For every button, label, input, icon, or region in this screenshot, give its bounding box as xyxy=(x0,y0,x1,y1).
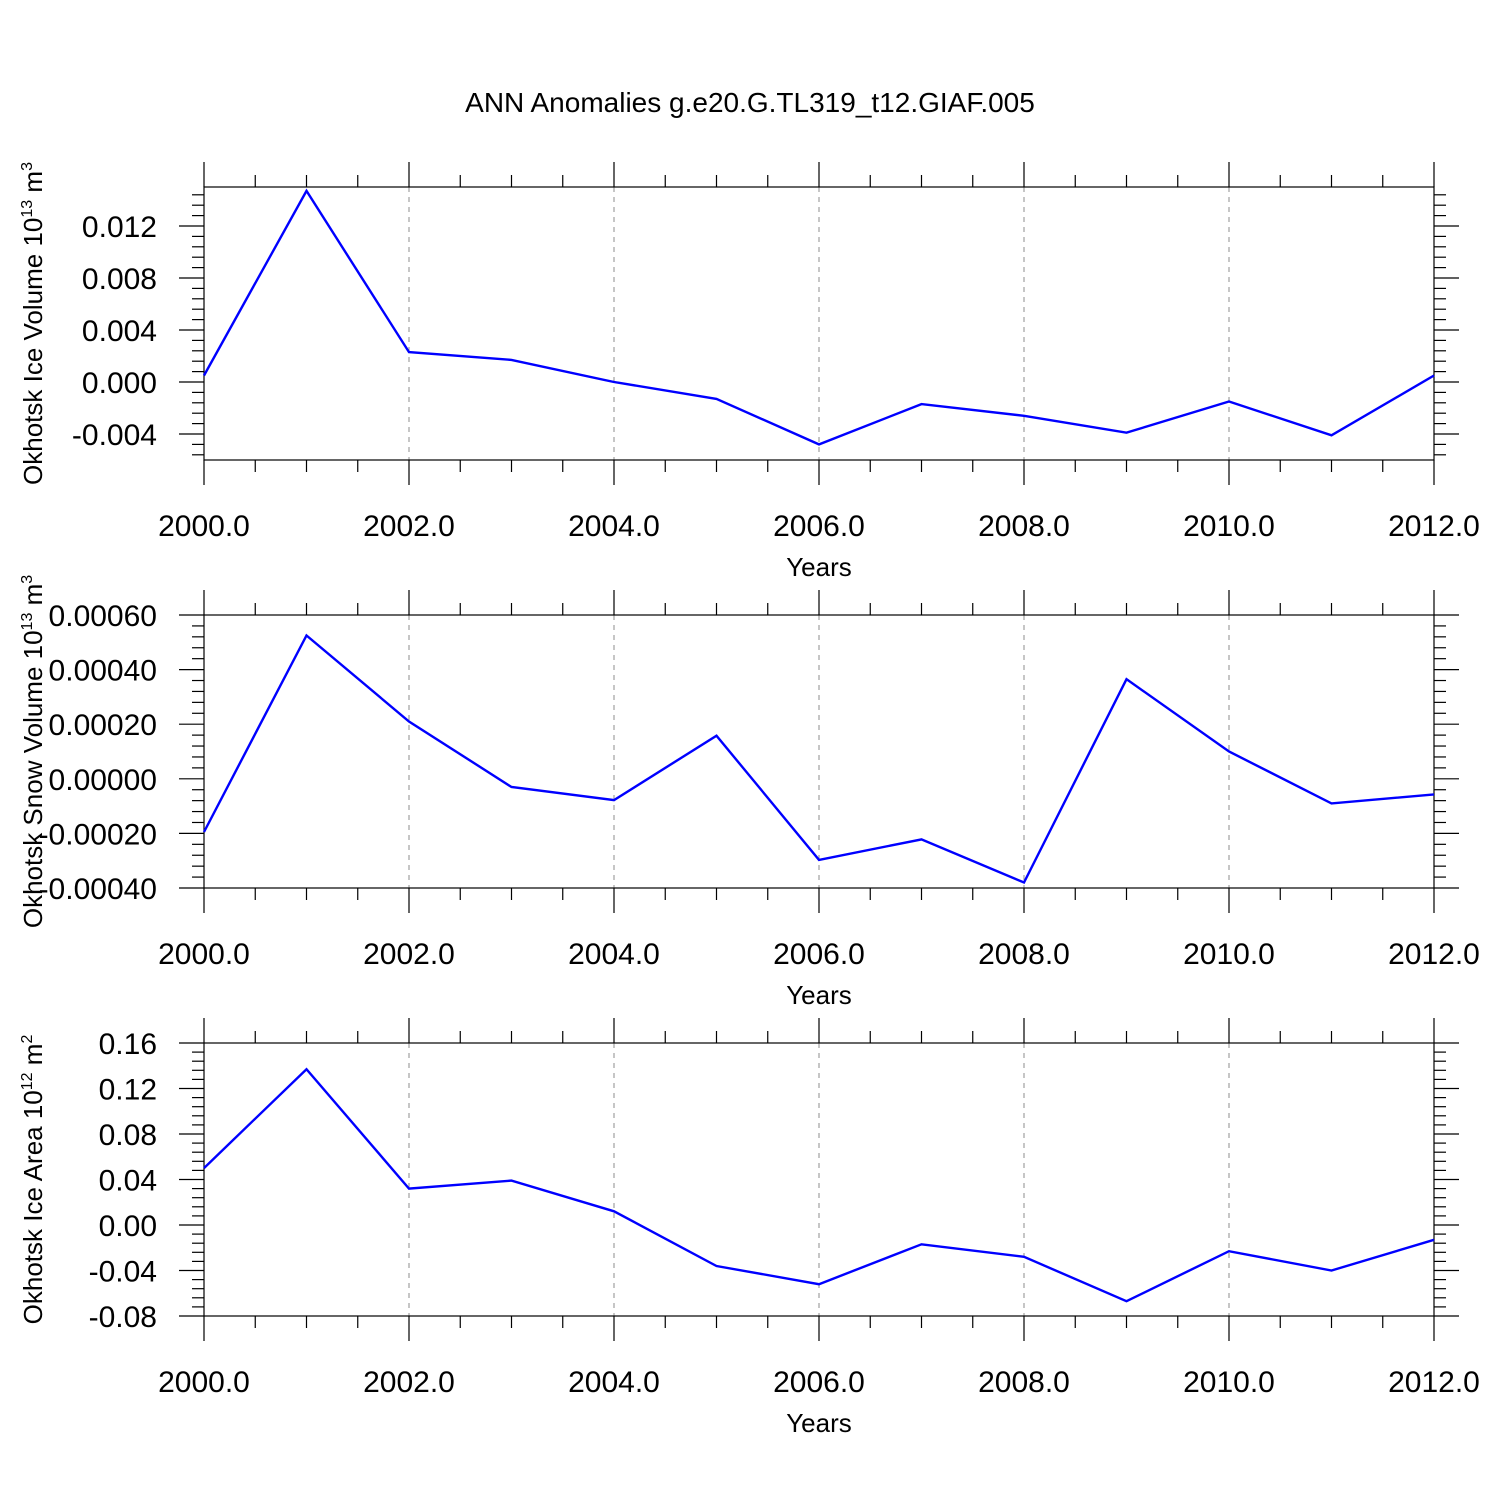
y-tick-label: 0.00 xyxy=(99,1210,157,1243)
x-tick-label: 2008.0 xyxy=(978,510,1070,543)
x-tick-label: 2004.0 xyxy=(568,510,660,543)
y-tick-label: 0.16 xyxy=(99,1028,157,1061)
y-tick-label: 0.08 xyxy=(99,1119,157,1152)
y-tick-label: 0.000 xyxy=(82,367,157,400)
x-axis-label: Years xyxy=(786,980,852,1010)
y-tick-label: -0.00020 xyxy=(39,818,157,851)
y-tick-label: -0.004 xyxy=(72,419,157,452)
panel-3: 2000.0 2002.0 2004.0 2006.0 2008.0 2010.0 2012… xyxy=(18,1018,1480,1438)
x-tick-label: 2002.0 xyxy=(363,1366,455,1399)
chart-title: ANN Anomalies g.e20.G.TL319_t12.GIAF.005 xyxy=(465,87,1035,118)
y-tick-label: -0.04 xyxy=(89,1256,157,1289)
x-tick-label: 2006.0 xyxy=(773,1366,865,1399)
y-tick-label: 0.012 xyxy=(82,211,157,244)
panel-2: 2000.0 2002.0 2004.0 2006.0 2008.0 2010.0 2012… xyxy=(18,575,1480,1010)
x-tick-label: 2008.0 xyxy=(978,1366,1070,1399)
y-axis-label: Okhotsk Snow Volume 1013 m3 xyxy=(18,575,48,928)
y-axis-label: Okhotsk Ice Area 1012 m2 xyxy=(18,1035,48,1325)
x-axis-label: Years xyxy=(786,552,852,582)
x-tick-label: 2004.0 xyxy=(568,1366,660,1399)
x-tick-label: 2000.0 xyxy=(158,510,250,543)
x-tick-label: 2004.0 xyxy=(568,938,660,971)
x-tick-label: 2002.0 xyxy=(363,938,455,971)
x-tick-label: 2012.0 xyxy=(1388,510,1480,543)
y-tick-label: 0.004 xyxy=(82,315,157,348)
x-tick-label: 2008.0 xyxy=(978,938,1070,971)
x-tick-label: 2010.0 xyxy=(1183,1366,1275,1399)
x-tick-label: 2000.0 xyxy=(158,938,250,971)
x-tick-label: 2010.0 xyxy=(1183,510,1275,543)
x-tick-label: 2010.0 xyxy=(1183,938,1275,971)
x-tick-label: 2006.0 xyxy=(773,938,865,971)
y-axis-label: Okhotsk Ice Volume 1013 m3 xyxy=(18,162,48,485)
x-tick-label: 2000.0 xyxy=(158,1366,250,1399)
y-tick-label: 0.00020 xyxy=(49,709,157,742)
y-tick-label: 0.04 xyxy=(99,1165,157,1198)
y-tick-label: 0.00000 xyxy=(49,764,157,797)
y-tick-label: 0.008 xyxy=(82,263,157,296)
x-tick-label: 2006.0 xyxy=(773,510,865,543)
x-axis-label: Years xyxy=(786,1408,852,1438)
y-tick-label: 0.00040 xyxy=(49,655,157,688)
panel-1: 2000.0 2002.0 2004.0 2006.0 2008.0 2010.0 2012… xyxy=(18,162,1480,582)
y-tick-label: 0.00060 xyxy=(49,600,157,633)
x-tick-label: 2012.0 xyxy=(1388,938,1480,971)
x-tick-label: 2002.0 xyxy=(363,510,455,543)
y-tick-label: 0.12 xyxy=(99,1074,157,1107)
y-tick-label: -0.08 xyxy=(89,1301,157,1334)
x-tick-label: 2012.0 xyxy=(1388,1366,1480,1399)
y-tick-label: -0.00040 xyxy=(39,873,157,906)
